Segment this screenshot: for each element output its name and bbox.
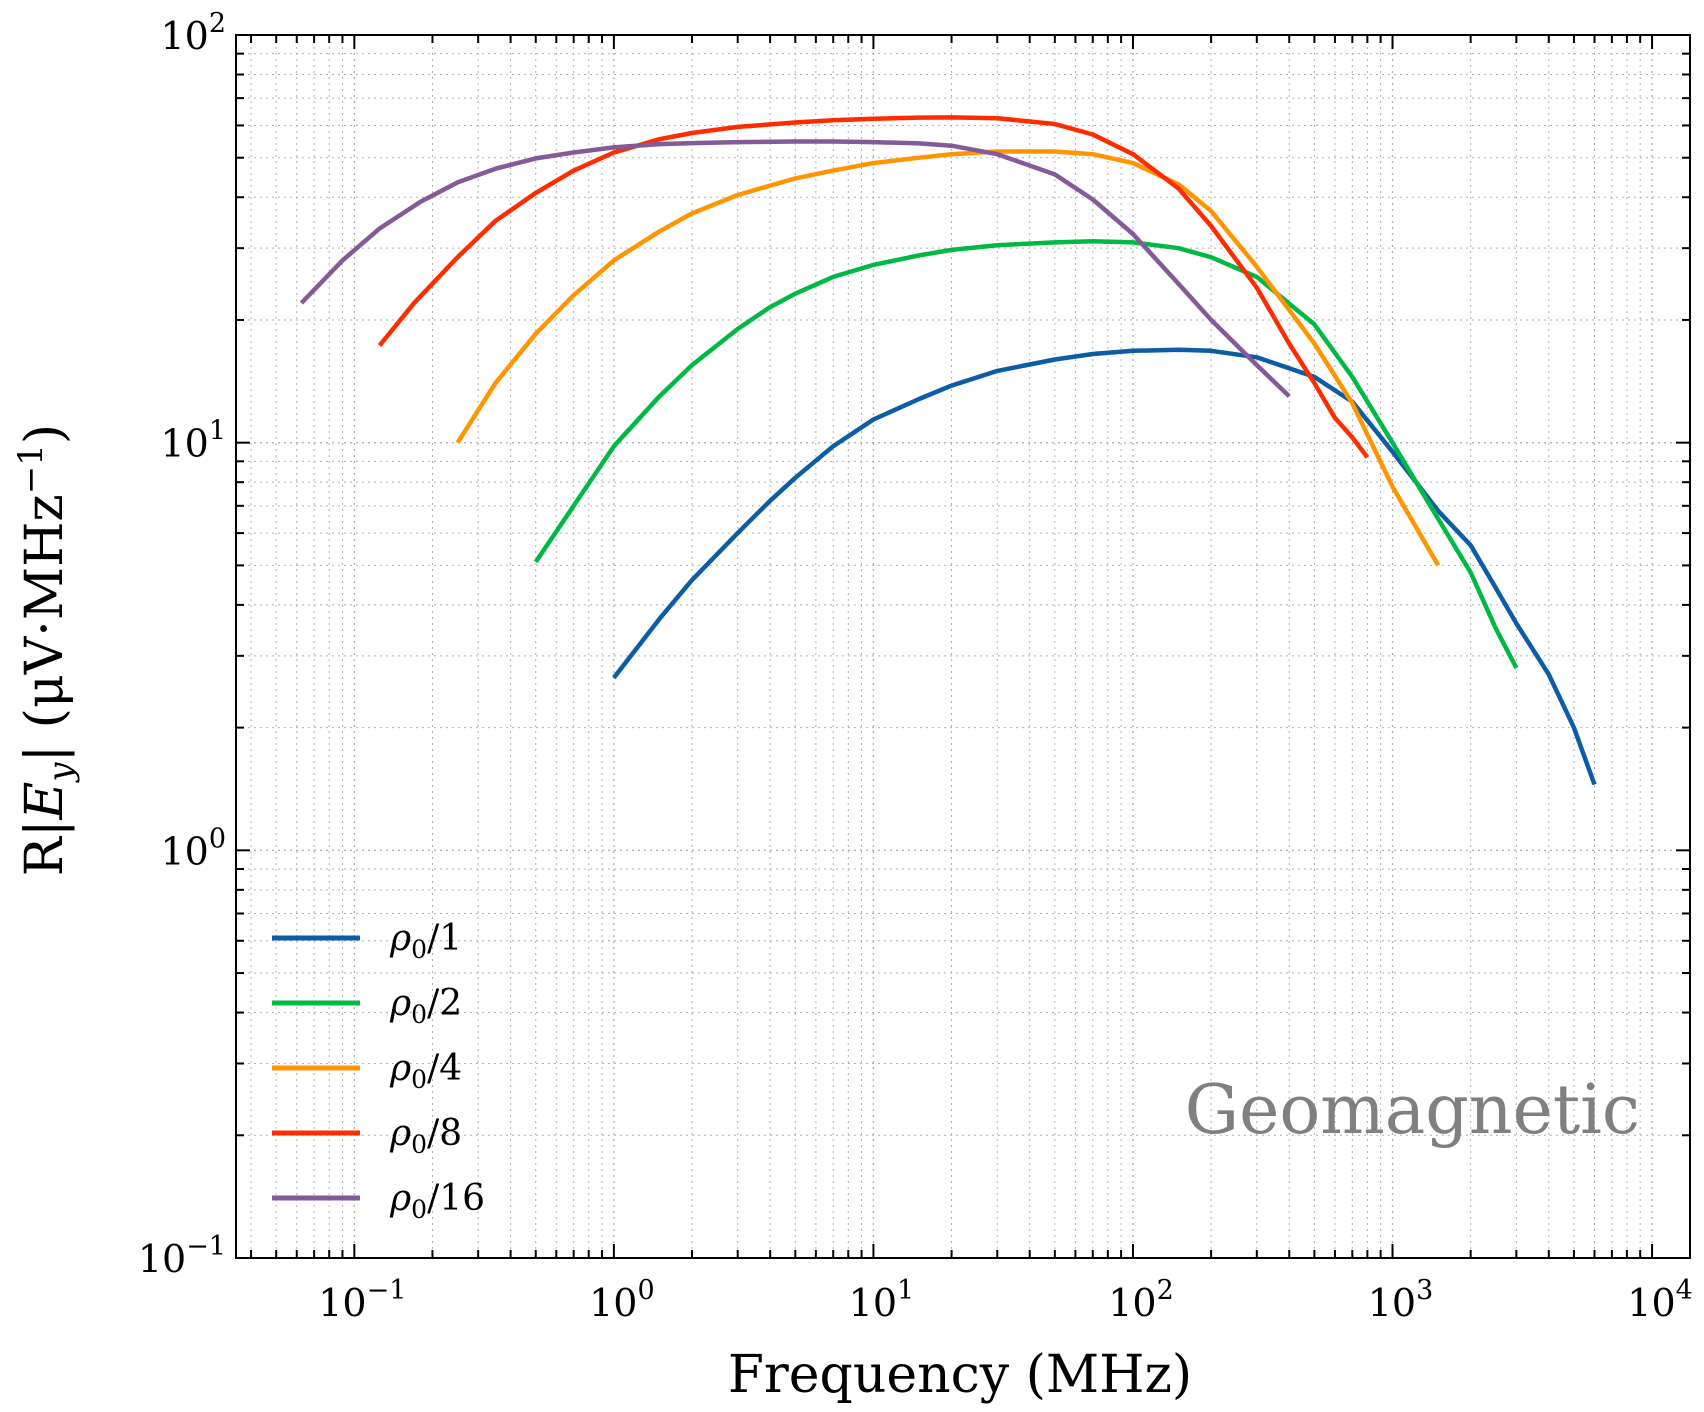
x-tick-label-base: 10 [849,1281,897,1325]
x-tick-label-base: 10 [589,1281,637,1325]
y-tick-label-exponent: −1 [186,1231,226,1262]
x-tick-label-exponent: 1 [897,1275,914,1306]
x-axis-title: Frequency (MHz) [728,1345,1192,1405]
series-line-2 [533,238,1519,670]
legend-label-1: ρ0/1 [389,918,462,964]
legend-label-subscript: 0 [411,1000,427,1029]
legend-label-subscript: 0 [411,1195,427,1224]
series-layer [299,115,1597,786]
legend-label-symbol: ρ [389,1113,411,1154]
y-axis-title-sup: −1 [11,444,51,494]
y-tick-label-exponent: 0 [209,823,226,854]
series-line-4 [377,115,1370,459]
x-tick-label-base: 10 [1368,1281,1416,1325]
legend: ρ0/1ρ0/2ρ0/4ρ0/8ρ0/16 [272,918,485,1224]
legend-label-subscript: 0 [411,1065,427,1094]
legend-label-rest: /1 [427,918,462,959]
legend-label-subscript: 0 [411,935,427,964]
y-tick-label: 10−1 [138,1231,226,1281]
y-axis-title-pre: R| [15,820,75,877]
x-tick-label: 10−1 [318,1275,406,1325]
y-axis-title-post: ) [15,424,75,444]
y-tick-label-base: 10 [160,14,208,58]
legend-label-subscript: 0 [411,1130,427,1159]
y-axis-title-var: E [15,782,75,821]
x-tick-label-base: 10 [1108,1281,1156,1325]
series-line-3 [455,149,1441,567]
x-tick-label: 101 [849,1275,915,1325]
x-tick-label-exponent: 2 [1157,1275,1174,1306]
legend-label-4: ρ0/8 [389,1113,462,1159]
ticks [236,34,1690,1259]
annotation-geomagnetic: Geomagnetic [1185,1071,1640,1150]
plot-frame [235,34,1691,1259]
legend-label-rest: /2 [427,983,462,1024]
legend-label-symbol: ρ [389,918,411,959]
y-tick-label-exponent: 1 [209,416,226,447]
legend-label-rest: /16 [427,1178,485,1219]
x-tick-label-exponent: 4 [1676,1275,1693,1306]
legend-label-symbol: ρ [389,983,411,1024]
series-line-1 [612,347,1597,786]
y-tick-label: 101 [160,416,226,466]
y-axis-title-sub: y [41,762,81,784]
legend-label-2: ρ0/2 [389,983,462,1029]
legend-label-rest: /4 [427,1048,462,1089]
x-tick-label: 104 [1627,1275,1693,1325]
y-axis-title-mid: | (μV·MHz [15,494,75,762]
y-tick-label-base: 10 [138,1237,186,1281]
legend-label-3: ρ0/4 [389,1048,462,1094]
y-tick-label: 100 [160,823,226,873]
y-tick-label-exponent: 2 [209,8,226,39]
legend-label-symbol: ρ [389,1048,411,1089]
legend-label-symbol: ρ [389,1178,411,1219]
x-tick-label-base: 10 [1627,1281,1675,1325]
grid [236,34,1690,1259]
y-axis-title: R|Ey| (μV·MHz−1) [11,424,81,876]
y-tick-label-base: 10 [160,422,208,466]
x-tick-label: 103 [1368,1275,1434,1325]
x-tick-label: 102 [1108,1275,1174,1325]
legend-label-5: ρ0/16 [389,1178,485,1224]
y-tick-label-base: 10 [160,829,208,873]
x-tick-label-exponent: 0 [637,1275,654,1306]
x-tick-label-exponent: 3 [1416,1275,1433,1306]
series-line-5 [299,139,1291,398]
legend-label-rest: /8 [427,1113,462,1154]
x-tick-label-base: 10 [318,1281,366,1325]
x-tick-label: 100 [589,1275,655,1325]
x-tick-label-exponent: −1 [367,1275,407,1306]
y-tick-label: 102 [160,8,226,58]
